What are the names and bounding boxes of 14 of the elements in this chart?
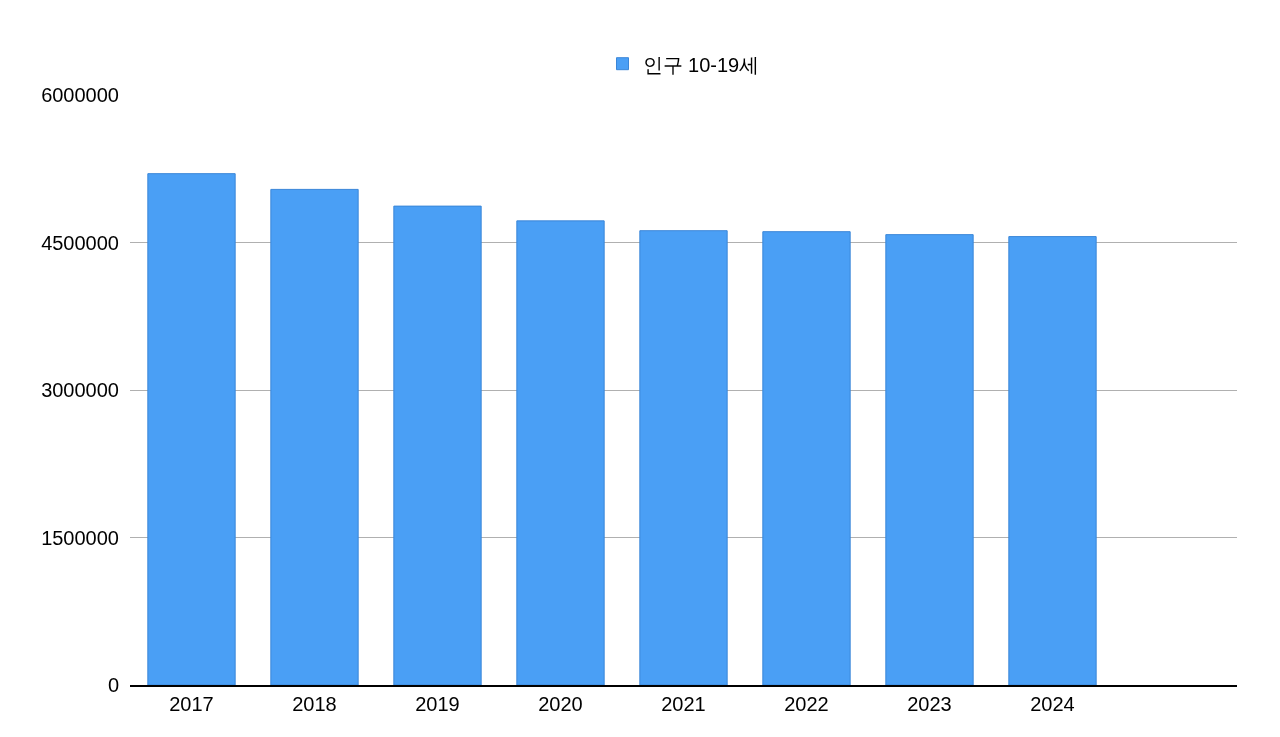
x-tick-label: 2020 [538, 693, 583, 715]
x-tick-label: 2024 [1030, 693, 1075, 715]
x-tick-label: 2019 [415, 693, 460, 715]
y-tick-label: 0 [107, 674, 119, 696]
x-tick-label: 2022 [784, 693, 829, 715]
x-tick-label: 2018 [292, 693, 337, 715]
y-tick-label: 4500000 [41, 231, 119, 254]
legend-label: 인구 10-19세 [642, 53, 760, 76]
x-tick-label: 2017 [169, 693, 214, 715]
y-tick-label: 3000000 [41, 379, 119, 401]
y-tick-label: 6000000 [41, 84, 119, 106]
x-tick-label: 2023 [907, 693, 952, 715]
x-tick-label: 2021 [661, 693, 706, 715]
y-tick-label: 1500000 [41, 526, 119, 549]
